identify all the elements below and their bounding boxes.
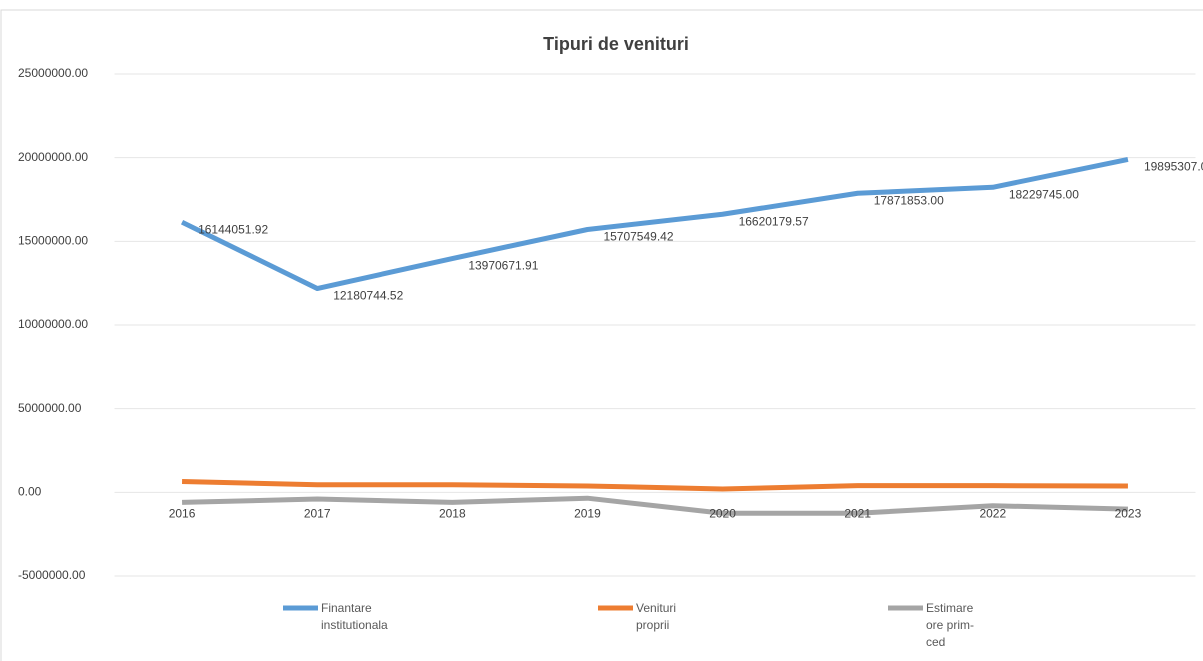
data-label: 16620179.57: [739, 214, 809, 228]
data-label: 18229745.00: [1009, 187, 1079, 201]
x-tick-label: 2019: [574, 507, 601, 521]
data-label: 15707549.42: [603, 230, 673, 244]
y-tick-label: 25000000.00: [18, 66, 88, 80]
data-label: 16144051.92: [198, 222, 268, 236]
x-tick-label: 2020: [709, 507, 736, 521]
series-line: [182, 478, 1128, 492]
y-tick-label: 15000000.00: [18, 234, 88, 248]
data-label: 12180744.52: [333, 289, 403, 303]
x-tick-label: 2016: [169, 507, 196, 521]
legend-label: Finantare institutionala: [321, 601, 388, 632]
chart-border: [0, 9, 1203, 661]
series-line: [180, 156, 1129, 292]
x-tick-label: 2018: [439, 507, 466, 521]
x-tick-label: 2021: [844, 507, 871, 521]
x-tick-label: 2022: [979, 507, 1006, 521]
data-label: 19895307.00: [1144, 160, 1203, 174]
y-tick-label: 5000000.00: [18, 401, 82, 415]
legend-label: Venituri proprii: [636, 601, 677, 632]
series-line: [182, 495, 1128, 516]
data-label: 17871853.00: [874, 193, 944, 207]
y-tick-label: 0.00: [18, 485, 42, 499]
legend-label: Estimare ore prim-ced: [926, 601, 975, 649]
chart-title: Tipuri de venituri: [543, 34, 689, 54]
x-tick-label: 2017: [304, 507, 331, 521]
y-tick-label: 20000000.00: [18, 150, 88, 164]
y-tick-label: 10000000.00: [18, 317, 88, 331]
y-tick-label: -5000000.00: [18, 568, 86, 582]
data-label: 13970671.91: [468, 259, 538, 273]
x-tick-label: 2023: [1115, 507, 1142, 521]
